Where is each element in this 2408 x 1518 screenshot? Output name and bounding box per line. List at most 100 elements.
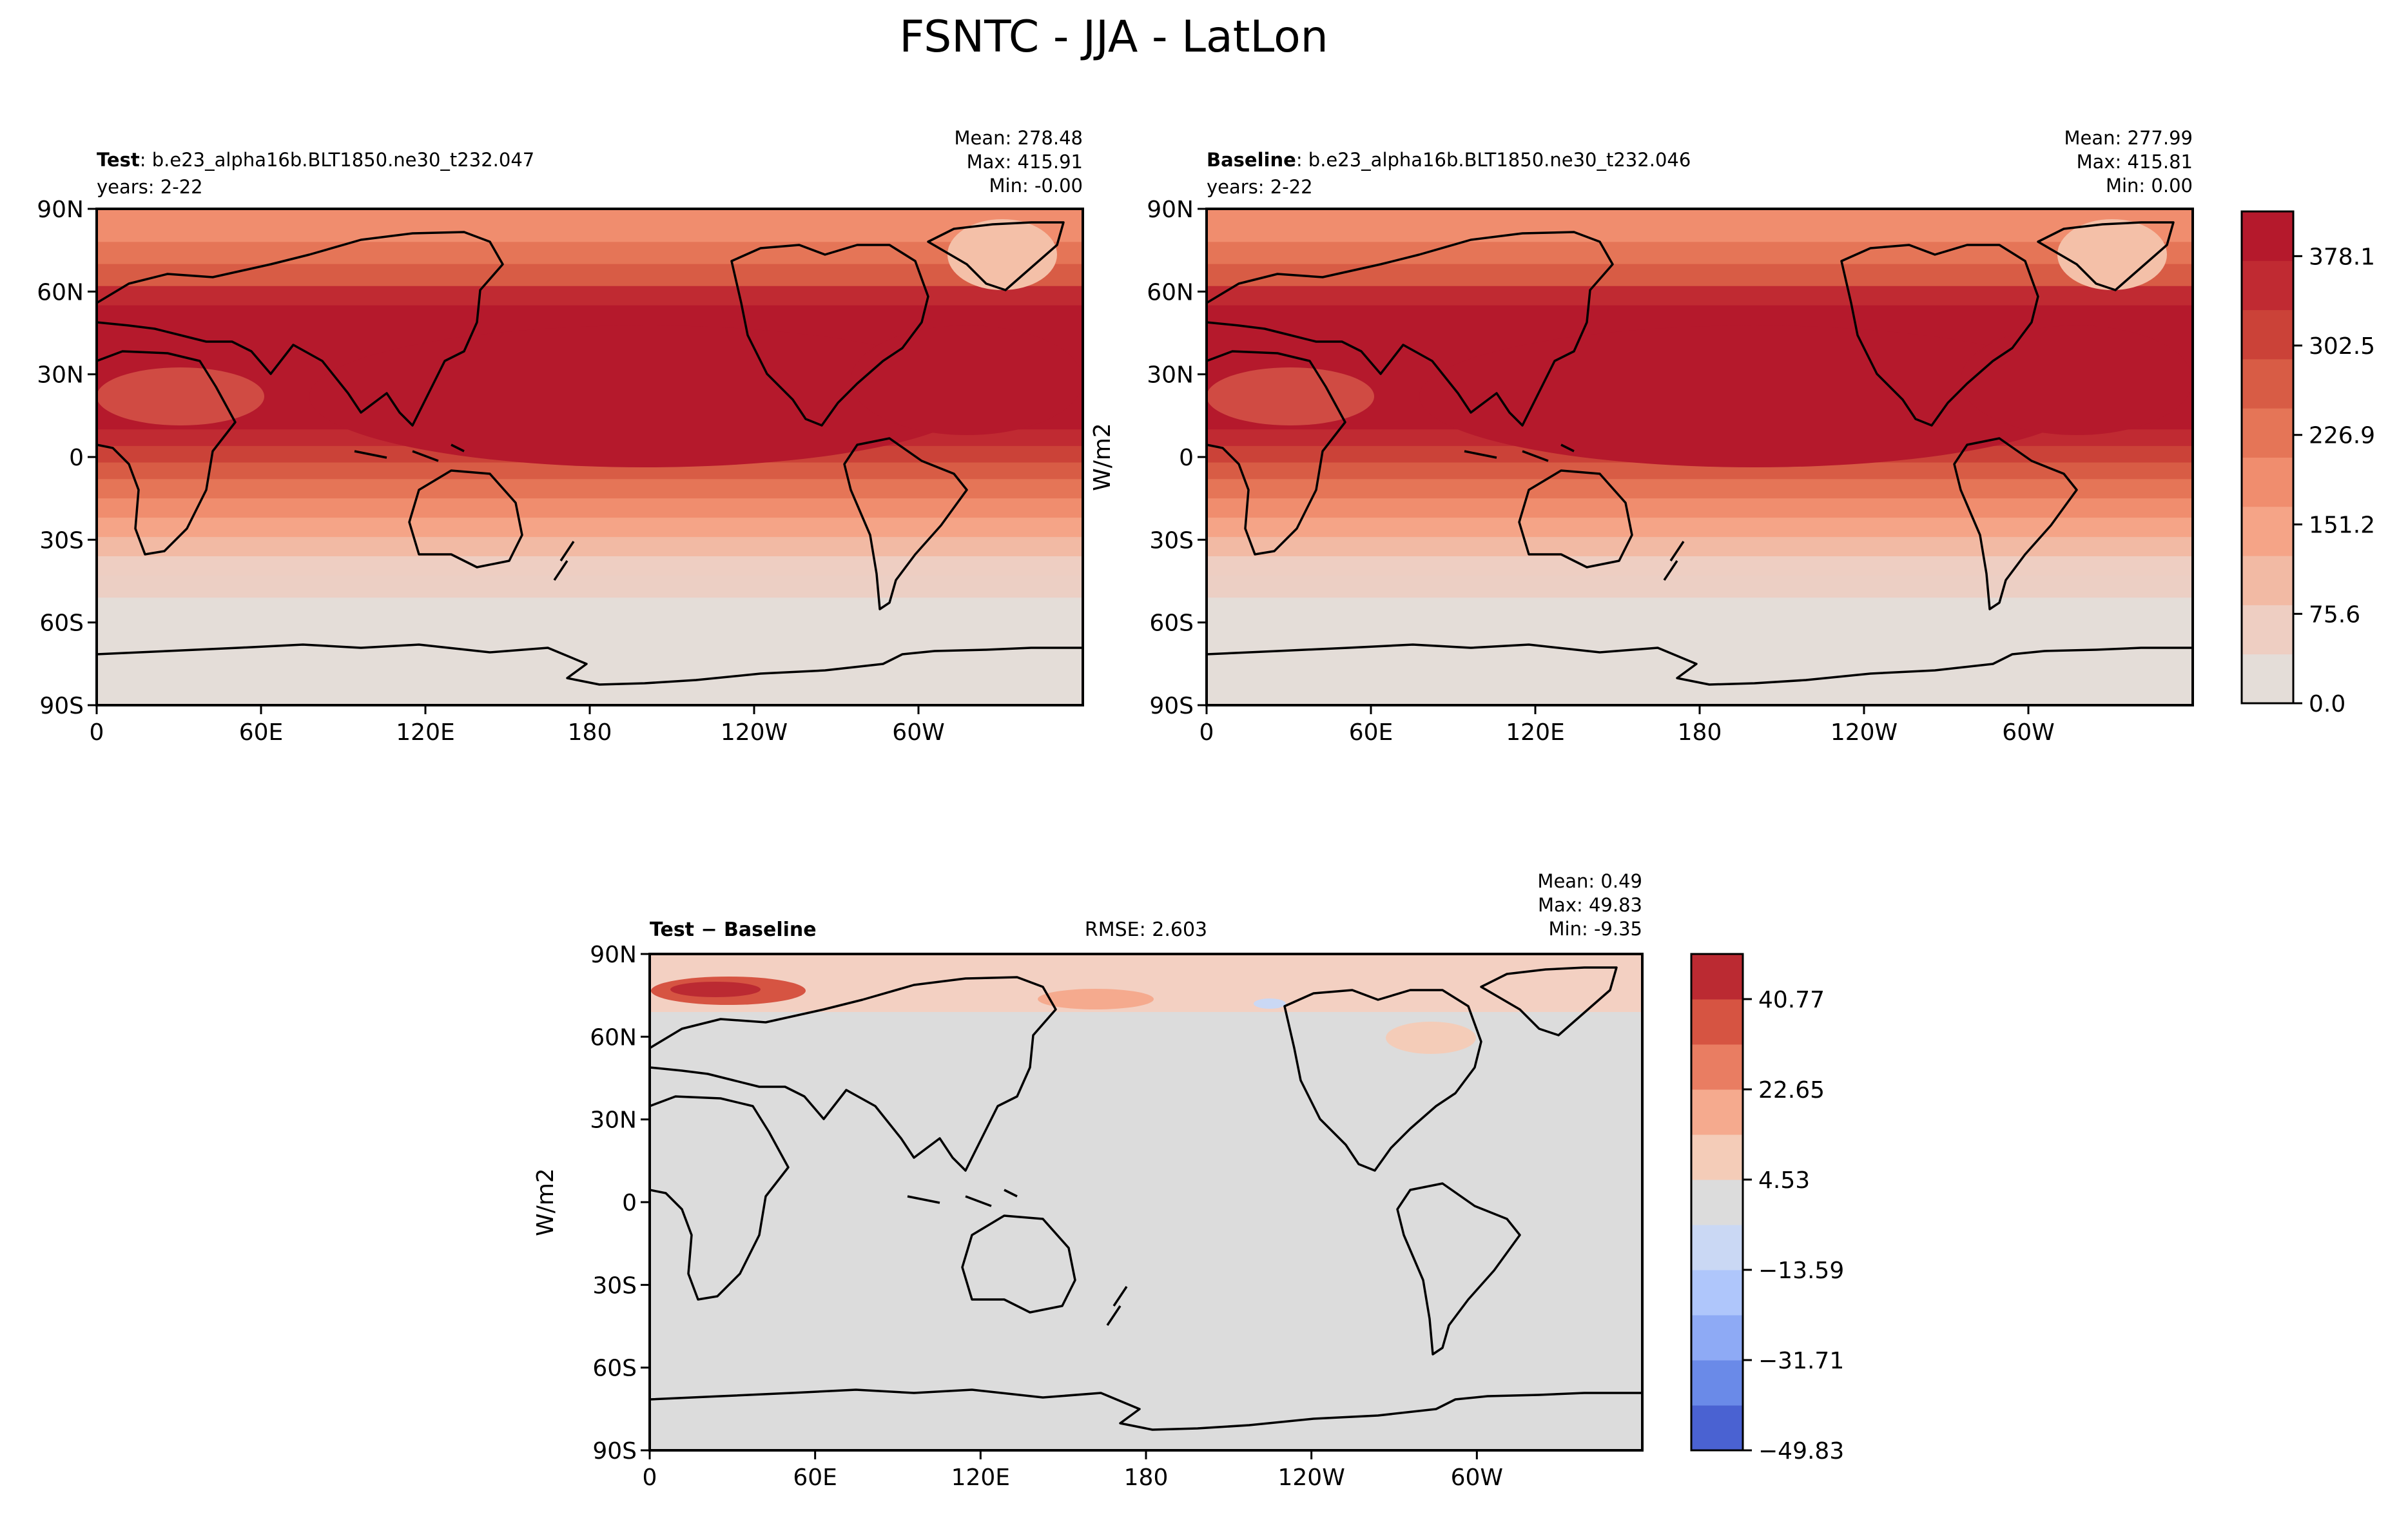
test-band-12 <box>97 556 1083 576</box>
baseline-sahara-high <box>1207 367 1374 425</box>
diff-xtick-label-2: 120E <box>951 1464 1010 1491</box>
baseline-band-11 <box>1207 537 2193 557</box>
diff-colorbar-segment-6 <box>1691 1134 1743 1180</box>
diff-colorbar-segment-8 <box>1691 1044 1743 1090</box>
test-xtick-label-1: 60E <box>239 719 284 746</box>
main-colorbar-tick-label-2: 151.2 <box>2309 512 2375 539</box>
diff-ytick-label-6: 90S <box>592 1438 637 1464</box>
baseline-ytick-label-1: 60N <box>1147 279 1194 306</box>
diff-rmse: RMSE: 2.603 <box>1085 919 1207 941</box>
baseline-band-2 <box>1207 264 2193 287</box>
baseline-coast-eurasia <box>1207 231 1614 427</box>
baseline-ytick-label-2: 30N <box>1147 362 1194 389</box>
diff-xtick-label-0: 0 <box>643 1464 657 1491</box>
diff-coast-greenland <box>1480 966 1618 1036</box>
diff-stat-max: Max: 49.83 <box>1538 894 1642 916</box>
test-ytick-label-5: 60S <box>39 610 84 637</box>
test-pacific-max <box>309 326 980 467</box>
test-xtick-label-3: 180 <box>568 719 612 746</box>
baseline-coast-indonesia <box>1464 443 1575 462</box>
test-ytick-label-2: 30N <box>37 362 84 389</box>
diff-xtick-label-1: 60E <box>793 1464 837 1491</box>
baseline-xtick-label-2: 120E <box>1506 719 1564 746</box>
baseline-xtick-label-0: 0 <box>1199 719 1214 746</box>
diff-colorbar-ticks: −49.83 −31.71 −13.59 4.53 22.65 40.77 <box>1743 987 1844 1464</box>
diff-ytick-label-3: 0 <box>622 1190 637 1216</box>
baseline-case-label: Baseline: b.e23_alpha16b.BLT1850.ne30_t2… <box>1207 149 1691 171</box>
baseline-ytick-label-6: 90S <box>1149 693 1194 719</box>
diff-stat-min: Min: -9.35 <box>1549 918 1642 940</box>
test-xtick-label-5: 60W <box>892 719 944 746</box>
diff-canada-warm <box>1386 1022 1476 1054</box>
test-sahara-high <box>97 367 264 425</box>
diff-colorbar-segment-0 <box>1691 1405 1743 1451</box>
test-name-bold: Test <box>97 149 140 171</box>
diff-xtick-label-4: 120W <box>1278 1464 1345 1491</box>
baseline-xtick-label-1: 60E <box>1349 719 1393 746</box>
diff-colorbar-tick-label-3: 4.53 <box>1758 1167 1810 1194</box>
test-map <box>97 209 1083 705</box>
baseline-coast-north-america <box>1840 244 2039 427</box>
test-stat-max: Max: 415.91 <box>967 151 1083 173</box>
main-colorbar-segment-9 <box>2242 211 2293 261</box>
test-xtick-label-4: 120W <box>721 719 788 746</box>
baseline-atlantic-max <box>1961 326 2193 435</box>
diff-coast-africa <box>650 1095 790 1301</box>
test-band-11 <box>97 537 1083 557</box>
test-greenland-low <box>947 219 1057 290</box>
diff-colorbar-segment-10 <box>1691 954 1743 1000</box>
test-stat-mean: Mean: 278.48 <box>955 127 1083 149</box>
diff-colorbar-tick-label-1: −31.71 <box>1758 1348 1844 1374</box>
diff-colorbar-segment-4 <box>1691 1225 1743 1270</box>
diff-overlays <box>650 966 1642 1431</box>
test-ytick-label-6: 90S <box>39 693 84 719</box>
main-colorbar-segment-8 <box>2242 260 2293 311</box>
test-coastlines <box>97 221 1083 686</box>
baseline-coast-new-zealand <box>1663 541 1685 581</box>
diff-colorbar-frame <box>1690 953 1744 1452</box>
test-ytick-label-4: 30S <box>39 527 84 554</box>
diff-colorbar-segment-5 <box>1691 1180 1743 1225</box>
baseline-coast-antarctica <box>1207 643 2193 686</box>
diff-background <box>650 954 1642 1450</box>
test-ticks: 0 60E 120E 180 120W 60W 90N 60N 30N 0 30S 60S 90S <box>37 197 944 746</box>
test-band-13 <box>97 575 1083 598</box>
test-band-9 <box>97 498 1083 518</box>
baseline-band-3 <box>1207 286 2193 306</box>
main-colorbar-segment-2 <box>2242 556 2293 605</box>
main-colorbar-segment-6 <box>2242 358 2293 409</box>
test-coast-eurasia <box>97 231 504 427</box>
diff-coast-south-america <box>1396 1182 1521 1356</box>
test-coast-new-zealand <box>553 541 575 581</box>
baseline-band-12 <box>1207 556 2193 576</box>
baseline-ytick-label-0: 90N <box>1147 197 1194 223</box>
diff-colorbar-segment-1 <box>1691 1360 1743 1406</box>
baseline-band-0 <box>1207 209 2193 242</box>
test-band-1 <box>97 242 1083 265</box>
baseline-ticks: 0 60E 120E 180 120W 60W 90N 60N 30N 0 30S 60S 90S <box>1147 197 2054 746</box>
test-band-8 <box>97 479 1083 499</box>
main-colorbar-frame <box>2240 210 2295 705</box>
figure-title: FSNTC - JJA - LatLon <box>899 12 1328 63</box>
test-coast-australia <box>408 469 523 569</box>
baseline-years: years: 2-22 <box>1207 176 1313 198</box>
main-colorbar-segment-1 <box>2242 605 2293 655</box>
diff-xtick-label-3: 180 <box>1124 1464 1169 1491</box>
baseline-ytick-label-4: 30S <box>1149 527 1194 554</box>
test-years: years: 2-22 <box>97 176 203 198</box>
test-band-0 <box>97 209 1083 242</box>
diff-coast-indonesia <box>907 1189 1018 1207</box>
baseline-coast-greenland <box>2037 221 2175 291</box>
baseline-ylabel: W/m2 <box>1089 423 1116 491</box>
baseline-band-13 <box>1207 575 2193 598</box>
diff-coast-eurasia <box>650 976 1057 1172</box>
diff-ylabel: W/m2 <box>532 1168 559 1236</box>
baseline-band-9 <box>1207 498 2193 518</box>
test-xtick-label-2: 120E <box>396 719 454 746</box>
diff-ytick-label-1: 60N <box>590 1024 637 1051</box>
test-coast-north-america <box>730 244 929 427</box>
diff-ticks: 0 60E 120E 180 120W 60W 90N 60N 30N 0 30S 60S 90S <box>590 942 1503 1491</box>
diff-ytick-label-0: 90N <box>590 942 637 968</box>
diff-colorbar-segment-7 <box>1691 1089 1743 1135</box>
diff-colorbar: −49.83 −31.71 −13.59 4.53 22.65 40.77 <box>1690 953 1844 1464</box>
